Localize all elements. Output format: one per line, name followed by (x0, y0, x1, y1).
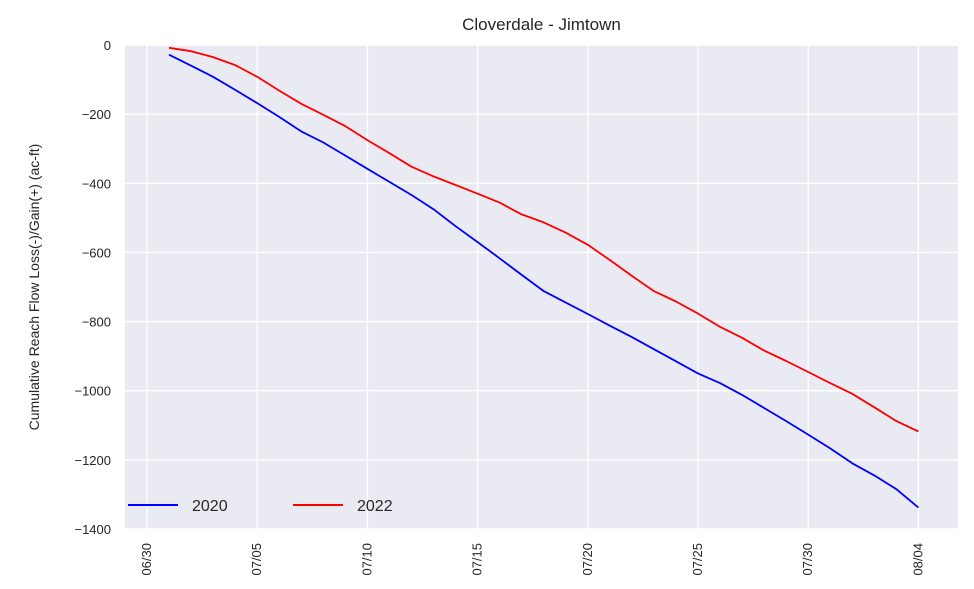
y-tick-label: −800 (82, 315, 111, 330)
y-tick-label: 0 (104, 38, 111, 53)
plot-area (125, 45, 958, 529)
y-tick-label: −400 (82, 176, 111, 191)
y-tick-label: −600 (82, 245, 111, 260)
x-tick-label: 06/30 (139, 543, 154, 576)
x-tick-label: 07/30 (800, 543, 815, 576)
y-axis-label: Cumulative Reach Flow Loss(-)/Gain(+) (a… (26, 144, 42, 431)
chart-title: Cloverdale - Jimtown (462, 15, 621, 34)
series-line-2022 (168, 46, 919, 433)
legend-label-2020: 2020 (192, 498, 228, 515)
grid-lines (125, 44, 958, 530)
tick-labels: 0 −200 −400 −600 −800 −1000 −1200 −1400 06/30 07/… (74, 38, 925, 576)
x-tick-label: 08/04 (910, 543, 925, 576)
series-lines (168, 46, 919, 509)
series-line-2020 (168, 53, 919, 509)
legend: 2020 2022 (128, 498, 393, 515)
x-tick-label: 07/10 (359, 543, 374, 576)
y-tick-label: −1400 (74, 522, 111, 537)
x-tick-label: 07/15 (470, 543, 485, 576)
legend-label-2022: 2022 (357, 498, 393, 515)
x-tick-label: 07/25 (690, 543, 705, 576)
y-tick-label: −1000 (74, 384, 111, 399)
x-tick-label: 07/20 (580, 543, 595, 576)
x-tick-label: 07/05 (249, 543, 264, 576)
y-tick-label: −200 (82, 107, 111, 122)
y-tick-label: −1200 (74, 453, 111, 468)
